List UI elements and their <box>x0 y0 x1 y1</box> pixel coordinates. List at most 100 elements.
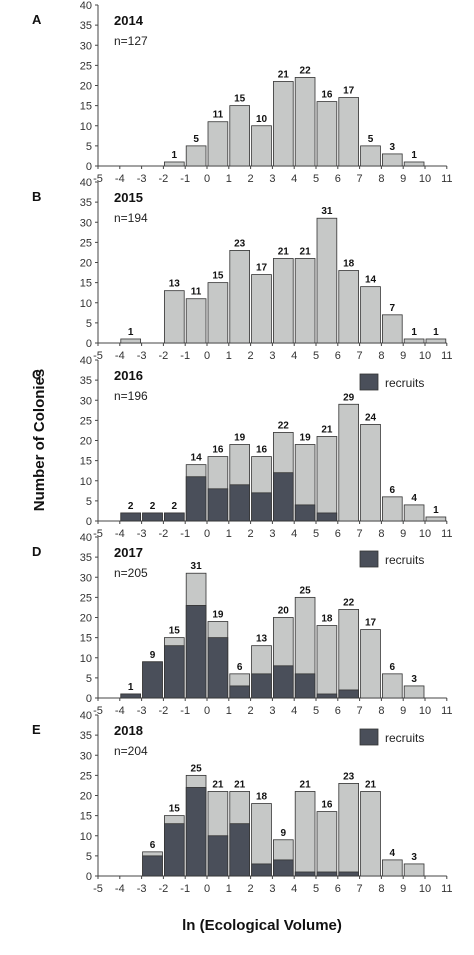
x-tick-label: 4 <box>291 883 297 895</box>
bar-value-label: 1 <box>411 327 417 338</box>
x-tick-label: 10 <box>419 705 431 717</box>
bar-value-label: 2 <box>128 501 134 512</box>
x-tick-label: 4 <box>291 705 297 717</box>
y-tick-label: 35 <box>80 197 92 209</box>
y-tick-label: 40 <box>80 0 92 12</box>
x-tick-label: -4 <box>115 705 125 717</box>
total-bar <box>338 783 359 877</box>
recruit-bar <box>185 605 207 699</box>
y-tick-label: 15 <box>80 278 92 290</box>
x-tick-label: 10 <box>419 528 431 540</box>
x-tick-label: 3 <box>269 528 275 540</box>
recruit-bar <box>185 787 207 877</box>
bar-value-label: 16 <box>321 90 333 101</box>
total-bar <box>381 153 403 167</box>
bar-value-label: 21 <box>300 779 312 790</box>
total-bar <box>338 97 359 167</box>
x-tick-label: 5 <box>313 350 319 362</box>
total-bar <box>403 161 425 167</box>
bar-value-label: 29 <box>343 392 355 403</box>
y-tick-label: 10 <box>80 653 92 665</box>
x-tick-label: 0 <box>204 173 210 185</box>
total-bar <box>185 298 207 344</box>
x-tick-label: 7 <box>357 173 363 185</box>
x-tick-label: 9 <box>400 705 406 717</box>
panel-year: 2015 <box>114 190 143 205</box>
legend-swatch <box>359 728 379 746</box>
recruit-bar <box>338 689 359 699</box>
x-tick-label: -5 <box>93 350 103 362</box>
y-tick-label: 25 <box>80 60 92 72</box>
recruit-bar <box>272 665 294 699</box>
x-tick-label: 0 <box>204 705 210 717</box>
recruit-bar <box>316 871 338 877</box>
total-bar <box>294 258 316 344</box>
bar-value-label: 21 <box>300 246 312 257</box>
bar-value-label: 18 <box>321 614 333 625</box>
x-tick-label: 4 <box>291 173 297 185</box>
recruit-bar <box>120 512 142 522</box>
y-tick-label: 20 <box>80 613 92 625</box>
total-bar <box>403 338 425 344</box>
recruit-bar <box>251 863 272 877</box>
bar-value-label: 17 <box>343 86 355 97</box>
x-tick-label: -2 <box>159 705 169 717</box>
x-tick-label: -5 <box>93 173 103 185</box>
y-tick-label: 25 <box>80 770 92 782</box>
total-bar <box>316 217 338 344</box>
x-tick-label: 9 <box>400 173 406 185</box>
y-tick-label: 30 <box>80 217 92 229</box>
bar-value-label: 4 <box>390 848 396 859</box>
x-tick-label: 8 <box>378 883 384 895</box>
x-tick-label: 1 <box>226 883 232 895</box>
total-bar <box>360 629 381 699</box>
recruit-bar <box>163 645 185 699</box>
recruit-bar <box>272 859 294 877</box>
total-bar <box>425 338 447 344</box>
x-tick-label: -2 <box>159 350 169 362</box>
x-tick-label: -3 <box>137 173 147 185</box>
x-tick-label: -5 <box>93 528 103 540</box>
x-tick-label: 1 <box>226 173 232 185</box>
x-tick-label: -4 <box>115 528 125 540</box>
x-tick-label: -2 <box>159 528 169 540</box>
x-tick-label: -1 <box>180 883 190 895</box>
x-tick-label: 7 <box>357 350 363 362</box>
x-tick-label: -3 <box>137 350 147 362</box>
total-bar <box>229 105 251 167</box>
y-tick-label: 0 <box>86 338 92 350</box>
x-tick-label: -2 <box>159 883 169 895</box>
panel-letter: C <box>32 367 42 382</box>
total-bar <box>316 625 338 699</box>
x-tick-label: 3 <box>269 883 275 895</box>
x-tick-label: -2 <box>159 173 169 185</box>
recruit-bar <box>316 512 338 522</box>
recruit-bar <box>229 685 251 699</box>
bar-value-label: 16 <box>321 800 333 811</box>
total-bar <box>381 496 403 522</box>
bar-value-label: 25 <box>300 585 312 596</box>
recruit-bar <box>142 661 163 699</box>
y-tick-label: 10 <box>80 298 92 310</box>
y-axis-title: Number of Colonies <box>31 369 48 512</box>
recruit-bar <box>294 673 316 699</box>
bar-value-label: 1 <box>411 150 417 161</box>
bar-value-label: 2 <box>150 501 156 512</box>
recruit-bar <box>251 492 272 522</box>
y-tick-label: 15 <box>80 101 92 113</box>
total-bar <box>338 609 359 699</box>
x-tick-label: -3 <box>137 883 147 895</box>
y-tick-label: 5 <box>86 496 92 508</box>
x-tick-label: -3 <box>137 705 147 717</box>
y-tick-label: 40 <box>80 177 92 189</box>
bar-value-label: 21 <box>278 69 290 80</box>
bar-value-label: 18 <box>256 792 268 803</box>
recruit-bar <box>316 693 338 699</box>
y-tick-label: 0 <box>86 516 92 528</box>
x-tick-label: -1 <box>180 350 190 362</box>
total-bar <box>163 290 185 344</box>
bar-value-label: 22 <box>278 420 290 431</box>
